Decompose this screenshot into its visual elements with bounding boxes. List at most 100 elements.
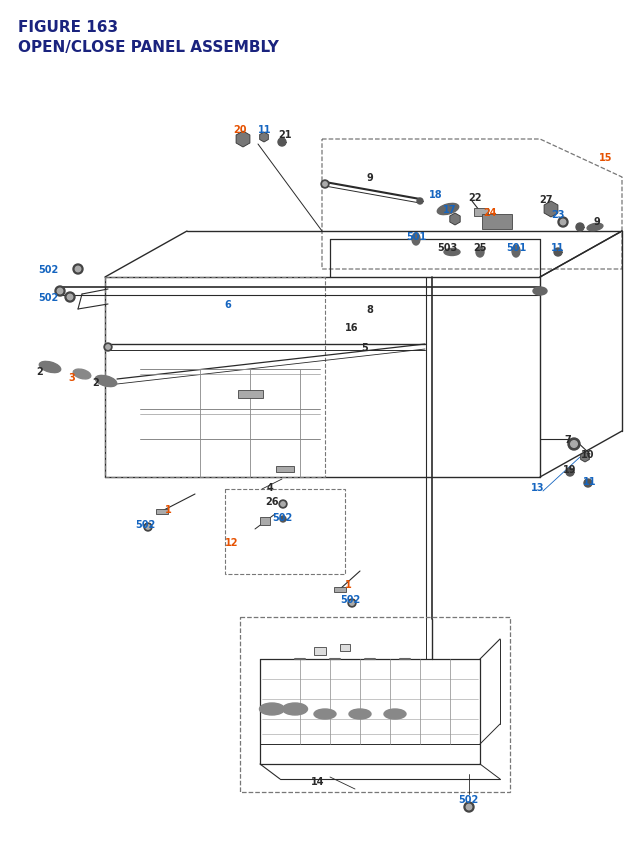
- Circle shape: [278, 139, 286, 147]
- Circle shape: [65, 293, 75, 303]
- Circle shape: [321, 181, 329, 189]
- Bar: [334, 587, 346, 592]
- Circle shape: [55, 287, 65, 297]
- Text: 502: 502: [272, 512, 292, 523]
- Circle shape: [571, 442, 577, 448]
- Circle shape: [76, 267, 81, 272]
- Text: 11: 11: [551, 243, 564, 253]
- Circle shape: [280, 517, 286, 523]
- Ellipse shape: [282, 703, 307, 715]
- Text: 501: 501: [506, 243, 526, 253]
- Text: 10: 10: [581, 449, 595, 460]
- Circle shape: [144, 523, 152, 531]
- Polygon shape: [260, 133, 268, 143]
- Polygon shape: [580, 453, 589, 462]
- Bar: [276, 467, 294, 473]
- Text: 8: 8: [367, 305, 373, 314]
- Ellipse shape: [476, 248, 484, 257]
- Text: 2: 2: [93, 378, 99, 387]
- Text: 5: 5: [362, 343, 369, 353]
- Text: 20: 20: [233, 125, 247, 135]
- Text: 9: 9: [367, 173, 373, 183]
- Text: 3: 3: [68, 373, 76, 382]
- Text: 6: 6: [225, 300, 232, 310]
- Circle shape: [106, 345, 110, 350]
- Ellipse shape: [512, 245, 520, 257]
- Ellipse shape: [437, 204, 459, 215]
- Circle shape: [146, 525, 150, 530]
- Ellipse shape: [533, 288, 547, 295]
- Text: 24: 24: [483, 208, 497, 218]
- Text: 502: 502: [340, 594, 360, 604]
- Text: 502: 502: [38, 293, 58, 303]
- Circle shape: [279, 500, 287, 508]
- Ellipse shape: [39, 362, 61, 373]
- Text: 12: 12: [225, 537, 239, 548]
- Text: 2: 2: [36, 367, 44, 376]
- Text: 1: 1: [164, 505, 172, 514]
- Text: 11: 11: [583, 476, 596, 486]
- Circle shape: [350, 601, 354, 605]
- Circle shape: [571, 441, 577, 448]
- Circle shape: [568, 438, 580, 450]
- Circle shape: [566, 468, 574, 476]
- Bar: [340, 644, 350, 651]
- Bar: [482, 214, 512, 229]
- Bar: [237, 391, 262, 399]
- Circle shape: [467, 804, 472, 809]
- Circle shape: [554, 249, 562, 257]
- Text: 502: 502: [458, 794, 478, 804]
- Text: 503: 503: [437, 243, 457, 253]
- Circle shape: [57, 289, 63, 294]
- Text: 1: 1: [344, 579, 351, 589]
- Circle shape: [584, 480, 592, 487]
- Bar: [240, 617, 510, 792]
- Bar: [474, 208, 488, 217]
- Circle shape: [560, 220, 566, 226]
- Text: 25: 25: [473, 243, 487, 253]
- Circle shape: [146, 525, 150, 530]
- Ellipse shape: [349, 709, 371, 719]
- Bar: [260, 517, 270, 525]
- Ellipse shape: [412, 233, 420, 245]
- Circle shape: [104, 344, 112, 351]
- Ellipse shape: [314, 709, 336, 719]
- Text: 22: 22: [468, 193, 482, 202]
- Circle shape: [73, 264, 83, 275]
- Text: 9: 9: [594, 217, 600, 226]
- Text: OPEN/CLOSE PANEL ASSEMBLY: OPEN/CLOSE PANEL ASSEMBLY: [18, 40, 279, 55]
- Text: 502: 502: [135, 519, 155, 530]
- Ellipse shape: [587, 224, 603, 232]
- Ellipse shape: [73, 369, 91, 380]
- Polygon shape: [236, 132, 250, 148]
- Text: 502: 502: [38, 264, 58, 275]
- Ellipse shape: [444, 249, 460, 257]
- Ellipse shape: [95, 376, 116, 387]
- Text: FIGURE 163: FIGURE 163: [18, 20, 118, 35]
- Circle shape: [576, 224, 584, 232]
- Text: 23: 23: [551, 210, 564, 220]
- Text: 21: 21: [278, 130, 292, 139]
- Circle shape: [76, 268, 80, 272]
- Polygon shape: [544, 201, 558, 218]
- Text: 15: 15: [599, 152, 612, 163]
- Bar: [105, 278, 325, 478]
- Bar: [314, 647, 326, 655]
- Circle shape: [67, 295, 73, 300]
- Text: 18: 18: [429, 189, 443, 200]
- Ellipse shape: [259, 703, 285, 715]
- Circle shape: [348, 599, 356, 607]
- Text: 501: 501: [406, 232, 426, 242]
- Ellipse shape: [384, 709, 406, 719]
- Circle shape: [417, 199, 423, 205]
- Polygon shape: [450, 214, 460, 226]
- Text: 11: 11: [259, 125, 272, 135]
- Circle shape: [467, 804, 472, 810]
- Text: 4: 4: [267, 482, 273, 492]
- Bar: [156, 509, 168, 514]
- Bar: [225, 489, 345, 574]
- Circle shape: [323, 183, 327, 187]
- Text: 14: 14: [311, 776, 324, 786]
- Text: 16: 16: [345, 323, 359, 332]
- Circle shape: [558, 218, 568, 228]
